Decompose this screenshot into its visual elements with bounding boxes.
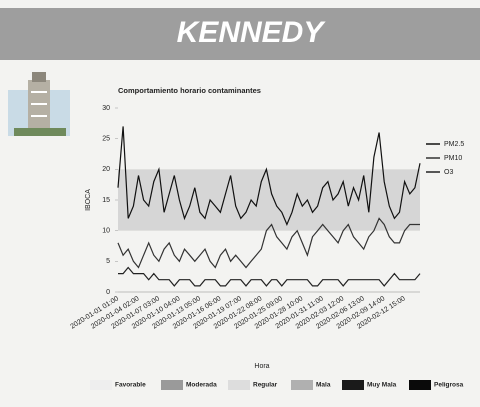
aqi-swatch (161, 380, 183, 390)
y-tick-label: 30 (102, 105, 110, 112)
aqi-label: Regular (253, 382, 278, 389)
aqi-swatch (409, 380, 431, 390)
aqi-swatch (90, 380, 112, 390)
aqi-swatch (342, 380, 364, 390)
header-title: KENNEDY (177, 16, 327, 49)
aqi-label: Moderada (186, 382, 217, 389)
header-banner (0, 8, 480, 60)
y-axis-label: IBOCA (85, 189, 92, 211)
y-tick-label: 25 (102, 136, 110, 143)
chart-title: Comportamiento horario contaminantes (118, 86, 261, 95)
y-tick-label: 20 (102, 166, 110, 173)
aqi-label: Favorable (115, 382, 146, 389)
y-tick-label: 10 (102, 228, 110, 235)
legend-label: PM10 (444, 155, 462, 162)
legend-label: PM2.5 (444, 141, 464, 148)
band (118, 169, 420, 231)
aqi-label: Peligrosa (434, 382, 464, 389)
y-tick-label: 0 (106, 289, 110, 296)
aqi-label: Mala (316, 382, 331, 389)
legend-label: O3 (444, 169, 453, 176)
aqi-label: Muy Mala (367, 382, 397, 389)
x-axis-label: Hora (254, 363, 269, 370)
aqi-swatch (228, 380, 250, 390)
aqi-swatch (291, 380, 313, 390)
y-tick-label: 5 (106, 258, 110, 265)
y-tick-label: 15 (102, 197, 110, 204)
building-icon (8, 72, 70, 136)
series-line (117, 217, 420, 269)
series-line (117, 126, 421, 227)
series-line (118, 266, 421, 287)
